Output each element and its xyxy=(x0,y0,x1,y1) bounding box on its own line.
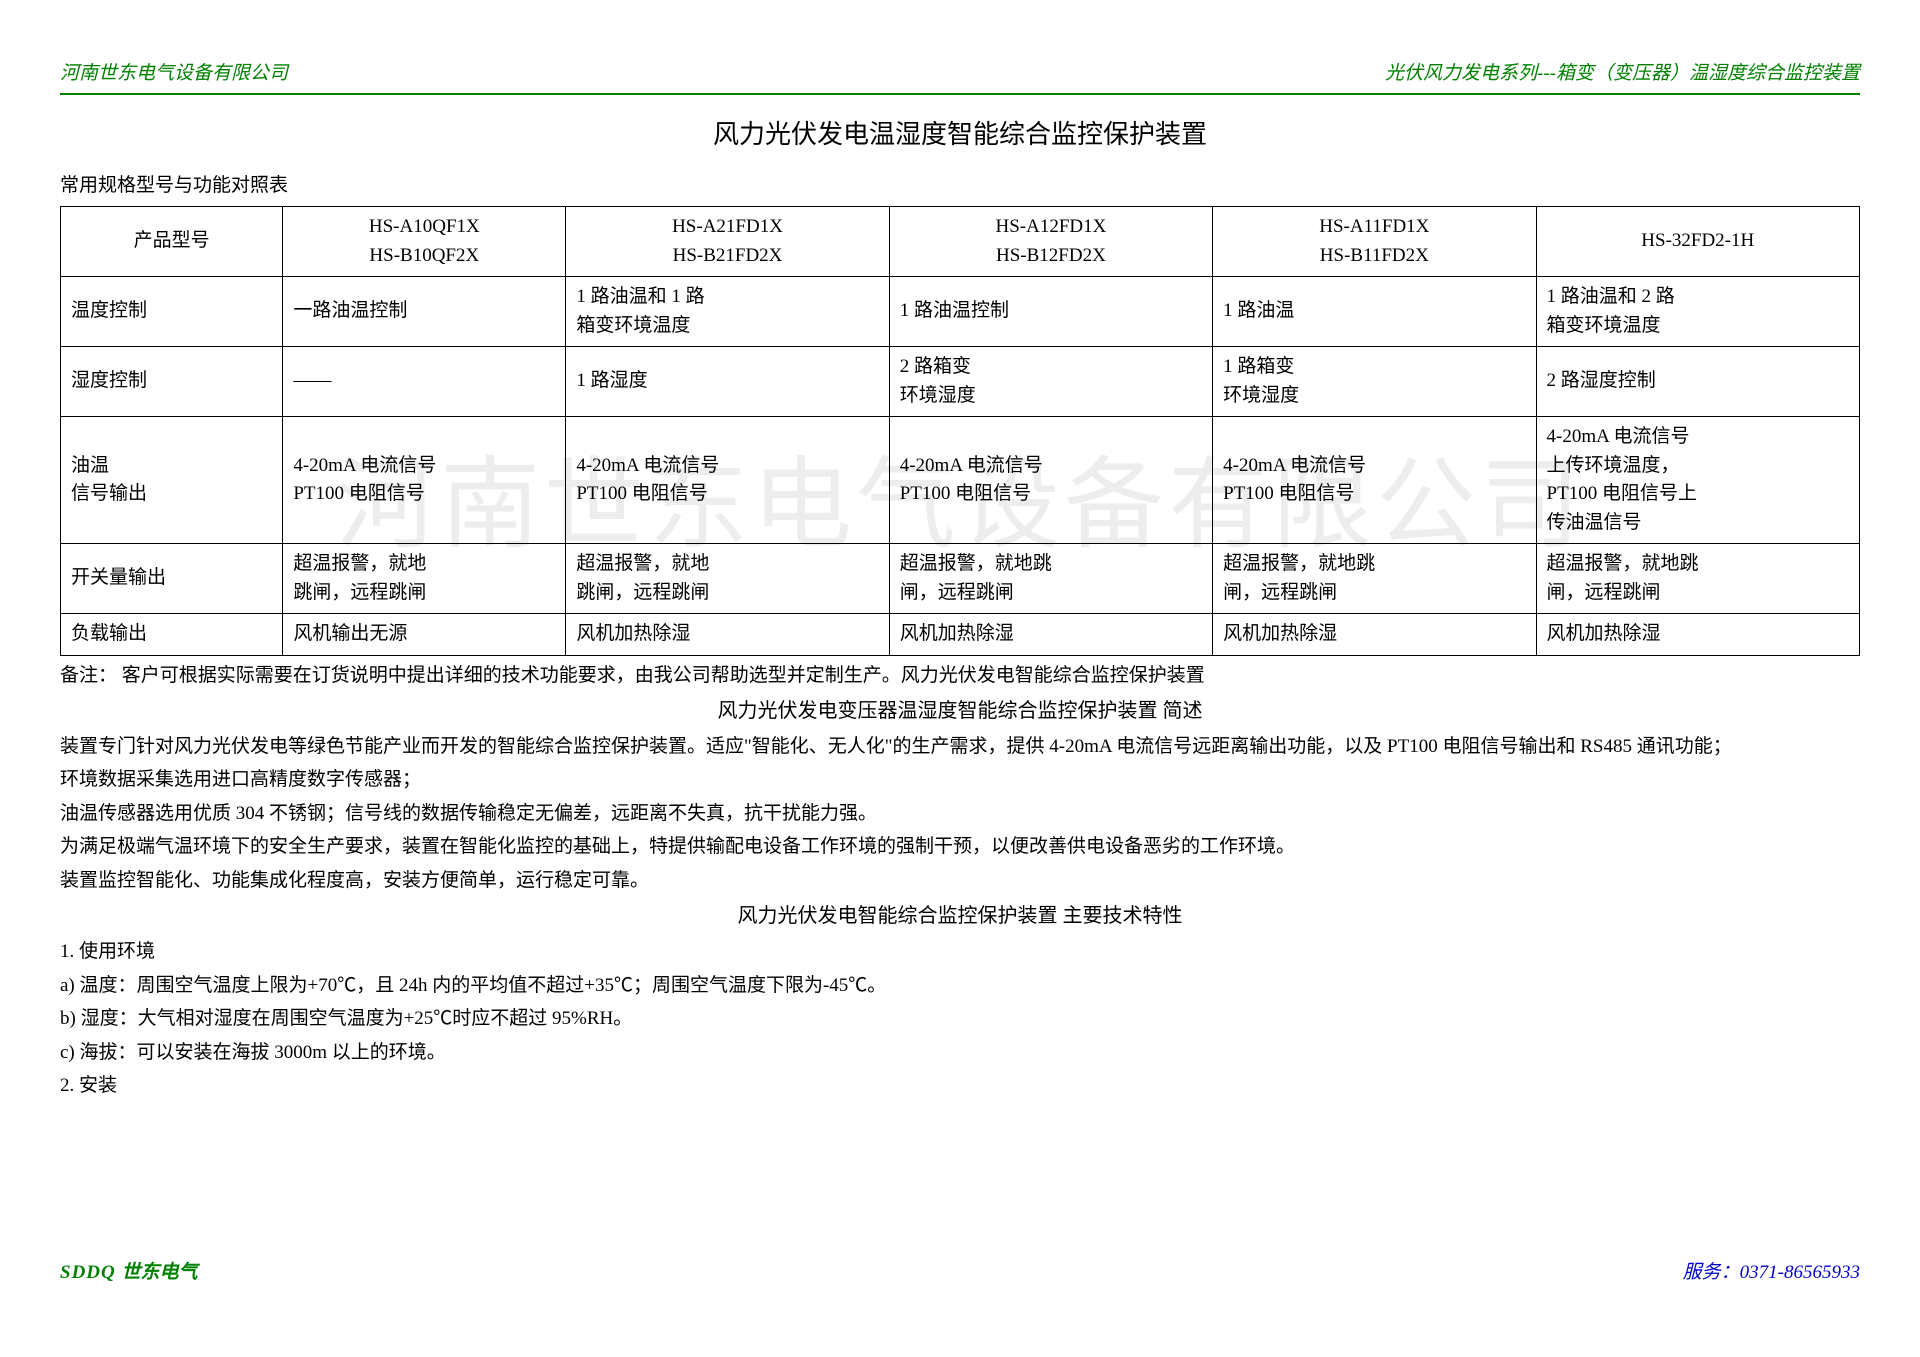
table-cell: 4-20mA 电流信号PT100 电阻信号 xyxy=(1213,417,1536,544)
col-header: HS-A11FD1XHS-B11FD2X xyxy=(1213,207,1536,277)
table-row: 负载输出风机输出无源风机加热除湿风机加热除湿风机加热除湿风机加热除湿 xyxy=(61,614,1860,656)
spec-table: 产品型号 HS-A10QF1XHS-B10QF2X HS-A21FD1XHS-B… xyxy=(60,206,1860,656)
table-cell: 风机加热除湿 xyxy=(1536,614,1859,656)
footer-brand-en: SDDQ xyxy=(60,1262,121,1283)
table-cell: 1 路箱变环境湿度 xyxy=(1213,347,1536,417)
body-paragraph: 装置专门针对风力光伏发电等绿色节能产业而开发的智能综合监控保护装置。适应"智能化… xyxy=(60,732,1860,761)
main-title: 风力光伏发电温湿度智能综合监控保护装置 xyxy=(60,115,1860,154)
body-paragraph: 油温传感器选用优质 304 不锈钢；信号线的数据传输稳定无偏差，远距离不失真，抗… xyxy=(60,799,1860,828)
table-note: 备注： 客户可根据实际需要在订货说明中提出详细的技术功能要求，由我公司帮助选型并… xyxy=(60,662,1860,691)
table-cell: 1 路油温控制 xyxy=(889,277,1212,347)
spec-line: 2. 安装 xyxy=(60,1071,1860,1100)
table-cell: 风机加热除湿 xyxy=(566,614,889,656)
table-cell: 2 路湿度控制 xyxy=(1536,347,1859,417)
col-header: HS-32FD2-1H xyxy=(1536,207,1859,277)
table-cell: 超温报警，就地跳闸，远程跳闸 xyxy=(1213,544,1536,614)
footer-left: SDDQ 世东电气 xyxy=(60,1259,198,1288)
table-row: 湿度控制——1 路湿度2 路箱变环境湿度1 路箱变环境湿度2 路湿度控制 xyxy=(61,347,1860,417)
table-row: 开关量输出超温报警，就地跳闸，远程跳闸超温报警，就地跳闸，远程跳闸超温报警，就地… xyxy=(61,544,1860,614)
table-cell: 4-20mA 电流信号PT100 电阻信号 xyxy=(889,417,1212,544)
table-cell: 超温报警，就地跳闸，远程跳闸 xyxy=(889,544,1212,614)
spec-line: b) 湿度：大气相对湿度在周围空气温度为+25℃时应不超过 95%RH。 xyxy=(60,1004,1860,1033)
table-caption: 常用规格型号与功能对照表 xyxy=(60,172,1860,201)
table-cell: 超温报警，就地跳闸，远程跳闸 xyxy=(1536,544,1859,614)
table-cell: 4-20mA 电流信号PT100 电阻信号 xyxy=(566,417,889,544)
table-cell: 1 路油温和 2 路箱变环境温度 xyxy=(1536,277,1859,347)
table-cell: 风机加热除湿 xyxy=(1213,614,1536,656)
body-paragraph: 装置监控智能化、功能集成化程度高，安装方便简单，运行稳定可靠。 xyxy=(60,866,1860,895)
table-cell: 负载输出 xyxy=(61,614,283,656)
col-header: HS-A10QF1XHS-B10QF2X xyxy=(283,207,566,277)
table-cell: 一路油温控制 xyxy=(283,277,566,347)
table-header-row: 产品型号 HS-A10QF1XHS-B10QF2X HS-A21FD1XHS-B… xyxy=(61,207,1860,277)
table-cell: 4-20mA 电流信号PT100 电阻信号 xyxy=(283,417,566,544)
body-paragraph: 环境数据采集选用进口高精度数字传感器； xyxy=(60,765,1860,794)
spec-line: 1. 使用环境 xyxy=(60,937,1860,966)
table-cell: 4-20mA 电流信号上传环境温度，PT100 电阻信号上传油温信号 xyxy=(1536,417,1859,544)
table-cell: 风机输出无源 xyxy=(283,614,566,656)
col-header: HS-A12FD1XHS-B12FD2X xyxy=(889,207,1212,277)
table-cell: 1 路油温和 1 路箱变环境温度 xyxy=(566,277,889,347)
table-cell: 1 路油温 xyxy=(1213,277,1536,347)
table-row: 温度控制一路油温控制1 路油温和 1 路箱变环境温度1 路油温控制1 路油温1 … xyxy=(61,277,1860,347)
header-left: 河南世东电气设备有限公司 xyxy=(60,60,288,89)
page-footer: SDDQ 世东电气 服务：0371-86565933 xyxy=(60,1259,1860,1288)
spec-line: c) 海拔：可以安装在海拔 3000m 以上的环境。 xyxy=(60,1038,1860,1067)
footer-right: 服务：0371-86565933 xyxy=(1683,1259,1860,1288)
footer-brand-cn: 世东电气 xyxy=(121,1262,197,1283)
table-cell: 2 路箱变环境湿度 xyxy=(889,347,1212,417)
table-row: 油温信号输出4-20mA 电流信号PT100 电阻信号4-20mA 电流信号PT… xyxy=(61,417,1860,544)
page-header: 河南世东电气设备有限公司 光伏风力发电系列---箱变（变压器）温湿度综合监控装置 xyxy=(60,60,1860,95)
table-cell: 风机加热除湿 xyxy=(889,614,1212,656)
table-cell: —— xyxy=(283,347,566,417)
section-title-2: 风力光伏发电智能综合监控保护装置 主要技术特性 xyxy=(60,901,1860,931)
section-title-1: 风力光伏发电变压器温湿度智能综合监控保护装置 简述 xyxy=(60,696,1860,726)
body-paragraph: 为满足极端气温环境下的安全生产要求，装置在智能化监控的基础上，特提供输配电设备工… xyxy=(60,832,1860,861)
table-cell: 湿度控制 xyxy=(61,347,283,417)
col-header: 产品型号 xyxy=(61,207,283,277)
header-right: 光伏风力发电系列---箱变（变压器）温湿度综合监控装置 xyxy=(1385,60,1860,89)
spec-line: a) 温度：周围空气温度上限为+70℃，且 24h 内的平均值不超过+35℃；周… xyxy=(60,971,1860,1000)
table-cell: 1 路湿度 xyxy=(566,347,889,417)
table-cell: 超温报警，就地跳闸，远程跳闸 xyxy=(283,544,566,614)
table-cell: 温度控制 xyxy=(61,277,283,347)
table-cell: 超温报警，就地跳闸，远程跳闸 xyxy=(566,544,889,614)
table-cell: 油温信号输出 xyxy=(61,417,283,544)
table-cell: 开关量输出 xyxy=(61,544,283,614)
col-header: HS-A21FD1XHS-B21FD2X xyxy=(566,207,889,277)
